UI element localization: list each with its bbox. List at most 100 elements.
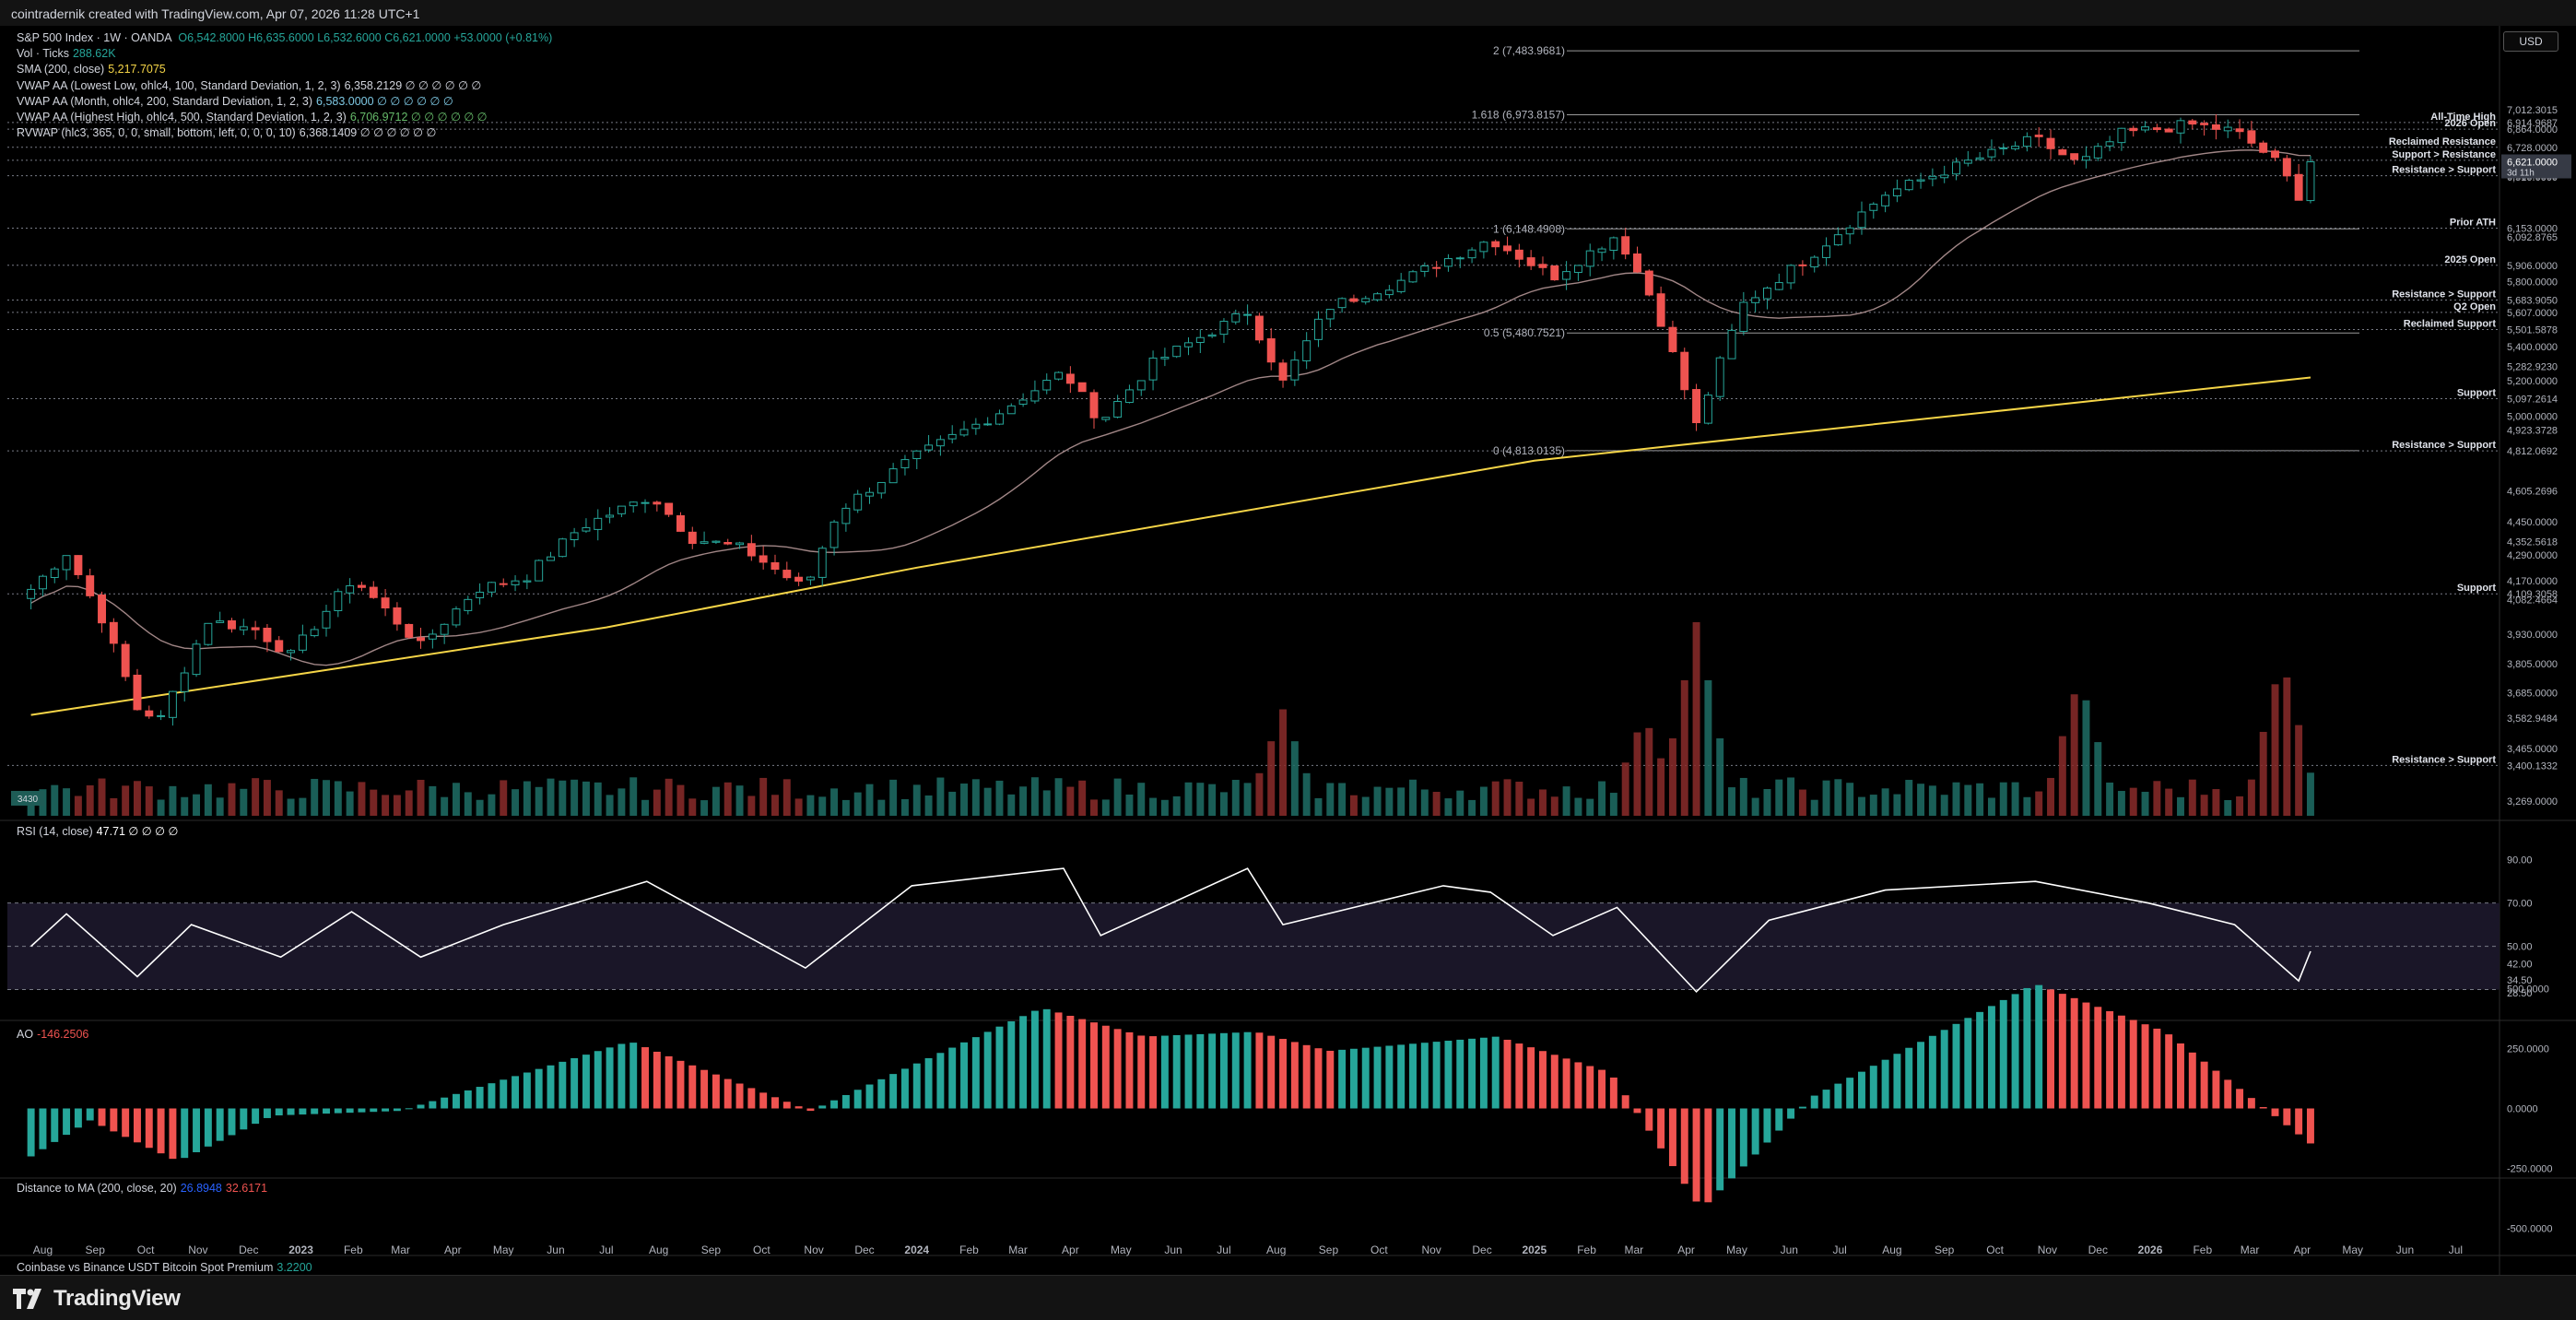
ao-bar (570, 1057, 579, 1109)
candle-body (1479, 242, 1488, 253)
candle-body (700, 541, 709, 544)
ao-bar (2177, 1043, 2184, 1109)
time-tick-label: Nov (1421, 1243, 1441, 1256)
candle-body (1999, 147, 2008, 149)
fib-label: 1.618 (6,973.8157) (1472, 108, 1565, 121)
candle-body (2058, 149, 2067, 156)
tradingview-brand-text: TradingView (53, 1286, 181, 1311)
candle-body (782, 570, 792, 579)
time-tick-label: 2023 (288, 1243, 313, 1256)
ao-bar (806, 1108, 815, 1112)
ao-bar (629, 1043, 638, 1109)
ao-bar (133, 1108, 141, 1143)
ao-bar (512, 1076, 520, 1109)
volume-bar (912, 784, 921, 816)
candle-body (216, 620, 225, 623)
ao-bar (641, 1047, 649, 1109)
volume-bar (2177, 796, 2184, 816)
volume-bar (417, 780, 425, 816)
candle-body (511, 580, 520, 585)
volume-bar (133, 781, 141, 816)
candle-body (853, 493, 863, 511)
volume-bar (1219, 792, 1228, 816)
ao-bar (252, 1108, 260, 1125)
volume-bar (441, 796, 449, 816)
volume-bar (1255, 772, 1264, 816)
candle-body (1361, 298, 1370, 303)
chart-canvas[interactable]: 2 (7,483.9681) 1.618 (6,973.8157) 1 (6,148… (0, 26, 2576, 1275)
volume-bar (2082, 700, 2090, 816)
candle-body (1621, 236, 1630, 255)
ao-bar (2188, 1052, 2196, 1109)
ao-bar (417, 1104, 425, 1109)
ao-bar (818, 1105, 827, 1109)
legend-vwap-high-label: VWAP AA (Highest High, ohlc4, 500, Stand… (17, 111, 347, 124)
volume-bar (1917, 784, 1925, 816)
volume-bar (1420, 789, 1429, 816)
volume-bar (169, 785, 177, 816)
time-tick-label: Sep (701, 1243, 722, 1256)
ao-bar (1219, 1032, 1228, 1109)
time-tick-label: Sep (1935, 1243, 1955, 1256)
ao-bar (1468, 1038, 1476, 1109)
ao-bar (1302, 1044, 1311, 1109)
candle-body (594, 517, 603, 530)
ao-bar (63, 1108, 71, 1136)
ao-bar (1763, 1108, 1771, 1143)
price-tick-label: 4,812.0692 (2507, 446, 2558, 457)
ao-bar (1042, 1008, 1051, 1109)
candle-body (2176, 120, 2185, 134)
legend-rvwap-value: 6,368.1409 ∅ ∅ ∅ ∅ ∅ ∅ (299, 126, 437, 139)
volume-bar (1184, 782, 1193, 816)
ao-bar (1846, 1078, 1854, 1109)
ao-bar (771, 1097, 779, 1109)
ao-bar (1834, 1083, 1842, 1109)
ao-bar (2070, 997, 2078, 1109)
candle-body (606, 514, 615, 518)
time-tick-label: Jun (2396, 1243, 2414, 1256)
candle-body (2129, 127, 2138, 132)
ao-bar (1338, 1049, 1347, 1109)
top-attribution-bar: cointradernik created with TradingView.c… (0, 0, 2576, 27)
candle-body (1881, 194, 1890, 206)
candle-body (62, 555, 71, 571)
volume-bar (1267, 741, 1276, 816)
ao-bar (924, 1057, 933, 1109)
currency-button[interactable]: USD (2503, 31, 2558, 52)
candle-body (1503, 245, 1511, 252)
ao-bar (476, 1087, 484, 1109)
volume-bar (629, 777, 638, 816)
time-tick-label: Apr (1062, 1243, 1079, 1256)
rsi-tick-label: 70.00 (2507, 899, 2533, 910)
volume-bar (1172, 796, 1181, 816)
time-tick-label: Nov (804, 1243, 823, 1256)
candle-body (1940, 174, 1949, 179)
ao-bar (441, 1097, 449, 1109)
time-tick-label: Jul (1217, 1243, 1230, 1256)
candle-body (841, 507, 851, 524)
ao-bar (960, 1042, 969, 1109)
ao-bar (676, 1060, 685, 1109)
volume-bar (971, 779, 980, 816)
ao-bar (1515, 1043, 1523, 1109)
volume-bar (570, 779, 579, 816)
ao-bar (1810, 1095, 1818, 1109)
legend-rvwap-label: RVWAP (hlc3, 365, 0, 0, small, bottom, l… (17, 126, 296, 139)
candle-body (1030, 390, 1040, 402)
ao-bar (559, 1061, 567, 1109)
price-tick-label: 4,109.3058 (2507, 589, 2558, 600)
candle-body (582, 526, 591, 532)
time-tick-label: Apr (444, 1243, 462, 1256)
time-tick-label: Dec (2088, 1243, 2108, 1256)
rsi-tick-label: 28.50 (2507, 988, 2533, 999)
volume-bar (323, 780, 330, 816)
current-price-label: 6,621.0000 (2507, 158, 2558, 169)
volume-bar (1019, 786, 1028, 816)
ao-tick-label: -250.0000 (2507, 1164, 2553, 1175)
ao-legend-value: -146.2506 (37, 1028, 89, 1041)
volume-bar (1716, 738, 1724, 816)
tradingview-logo[interactable]: TradingView (13, 1286, 181, 1312)
time-tick-label: Oct (1370, 1243, 1388, 1256)
ao-bar (1586, 1066, 1594, 1109)
candle-body (1148, 357, 1158, 381)
